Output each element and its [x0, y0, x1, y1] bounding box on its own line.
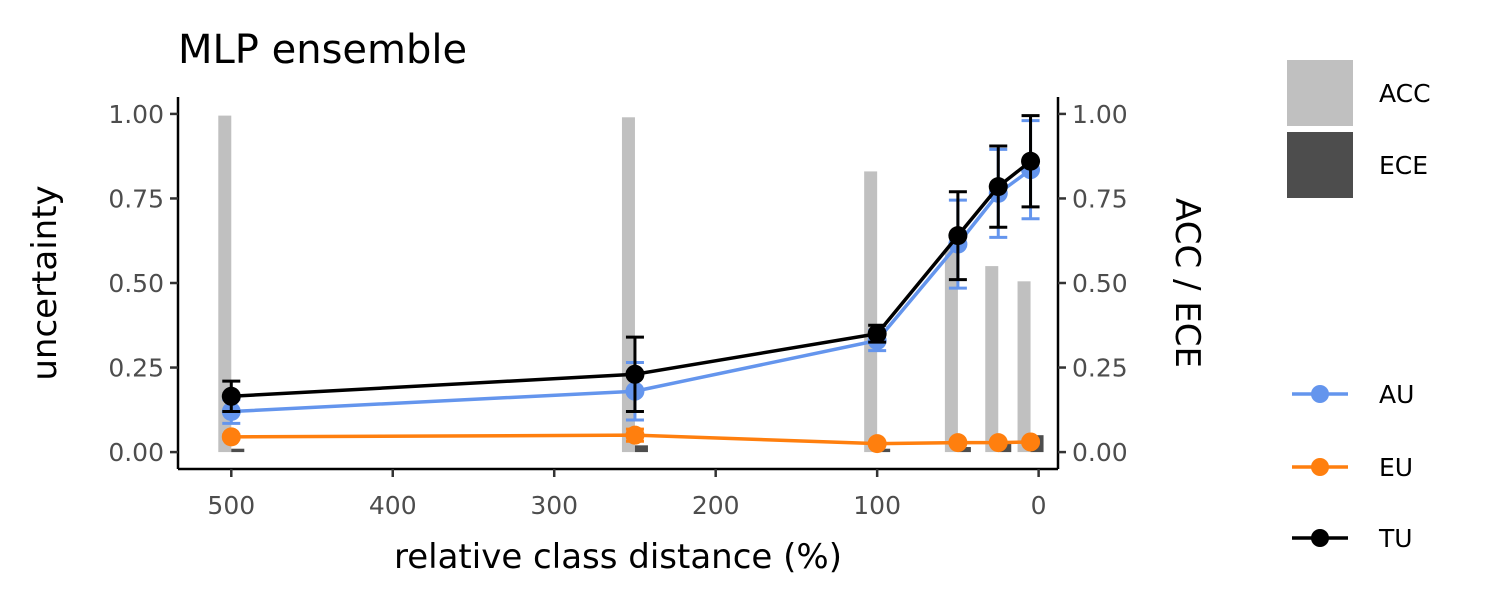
- point-eu: [625, 425, 645, 445]
- point-tu: [948, 226, 968, 246]
- legend-point-eu: [1311, 458, 1329, 476]
- legend-point-tu: [1311, 529, 1329, 547]
- y2-tick-label: 1.00: [1072, 100, 1128, 129]
- x-tick-label: 0: [1031, 491, 1047, 520]
- y2-axis-title: ACC / ECE: [1167, 198, 1207, 368]
- y-tick-label: 0.75: [108, 184, 164, 213]
- legend-label-tu: TU: [1378, 524, 1413, 553]
- y-tick-label: 0.00: [108, 438, 164, 467]
- y-tick-label: 0.25: [108, 354, 164, 383]
- point-eu: [948, 433, 968, 453]
- legend-label-au: AU: [1379, 380, 1414, 409]
- legend-key-ece: [1287, 132, 1353, 198]
- y2-tick-label: 0.00: [1072, 438, 1128, 467]
- legend-key-acc: [1287, 60, 1353, 126]
- axes-layer: 0.00 0.00 0.25 0.25 0.50 0.50 0.75 0.75 1.00 1.00…: [108, 97, 1128, 520]
- point-tu: [625, 364, 645, 384]
- bar-acc: [621, 117, 635, 453]
- y-axis-title: uncertainty: [25, 185, 65, 380]
- point-eu: [221, 427, 241, 447]
- x-tick-label: 400: [369, 491, 417, 520]
- point-eu: [1021, 432, 1041, 452]
- y2-tick-label: 0.50: [1072, 269, 1128, 298]
- x-tick-label: 300: [530, 491, 578, 520]
- bar-ece: [957, 447, 971, 453]
- point-tu: [988, 177, 1008, 197]
- chart-title: MLP ensemble: [178, 27, 467, 73]
- x-axis-title: relative class distance (%): [394, 537, 842, 577]
- legend-label-ece: ECE: [1379, 151, 1428, 180]
- y-tick-label: 0.50: [108, 269, 164, 298]
- point-tu: [1021, 151, 1041, 171]
- point-tu: [221, 386, 241, 406]
- bar-acc: [218, 115, 232, 453]
- bar-ece: [634, 445, 648, 453]
- legend: ACC ECE AU EU TU: [1287, 60, 1431, 553]
- x-tick-label: 100: [853, 491, 901, 520]
- y2-tick-label: 0.25: [1072, 354, 1128, 383]
- bar-acc: [985, 266, 999, 453]
- bar-acc: [864, 171, 878, 453]
- bar-ece: [231, 448, 245, 453]
- legend-point-au: [1311, 385, 1329, 403]
- y2-tick-label: 0.75: [1072, 184, 1128, 213]
- x-tick-label: 500: [207, 491, 255, 520]
- point-eu: [867, 434, 887, 454]
- y-tick-label: 1.00: [108, 100, 164, 129]
- x-tick-label: 200: [692, 491, 740, 520]
- legend-label-acc: ACC: [1379, 79, 1431, 108]
- bar-acc: [944, 249, 958, 453]
- legend-label-eu: EU: [1379, 453, 1413, 482]
- lines-layer: [221, 114, 1041, 454]
- point-eu: [988, 433, 1008, 453]
- bar-acc: [1017, 281, 1031, 453]
- point-tu: [867, 324, 887, 344]
